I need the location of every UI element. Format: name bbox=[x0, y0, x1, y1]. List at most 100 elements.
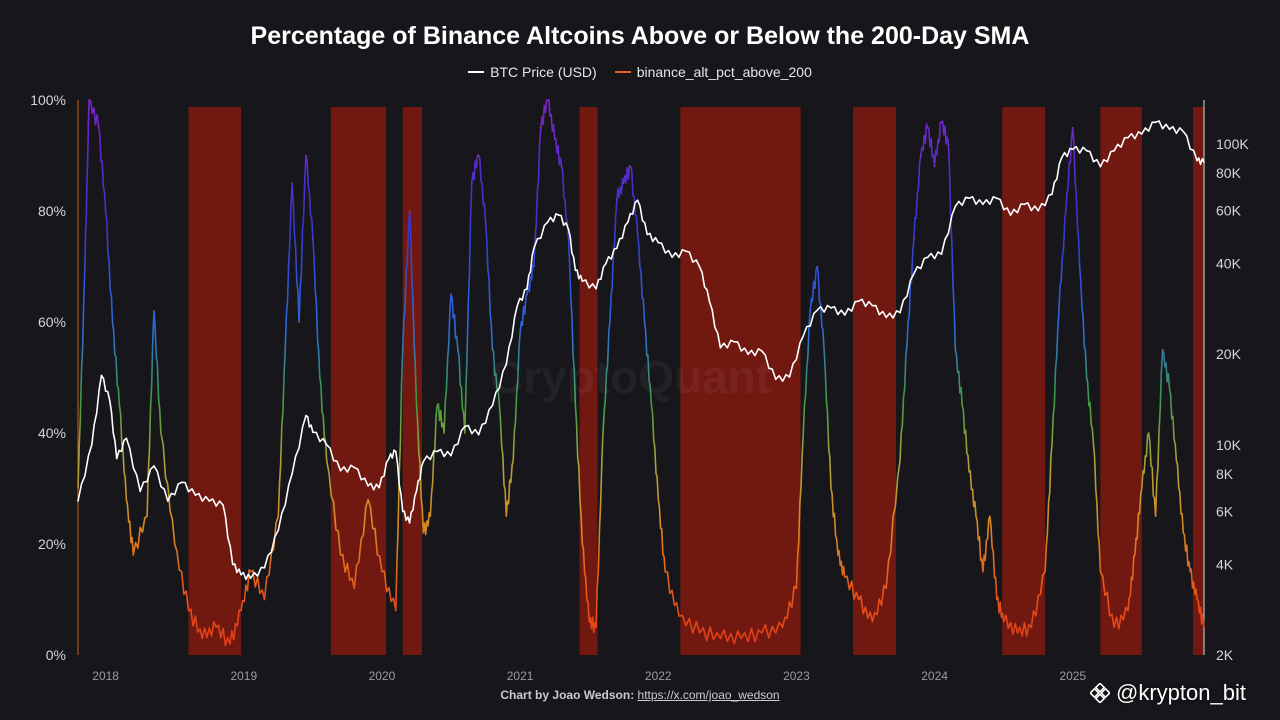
credit-link[interactable]: https://x.com/joao_wedson bbox=[637, 688, 780, 702]
btc-price-point bbox=[557, 214, 560, 216]
alt-pct-point bbox=[491, 349, 494, 351]
alt-pct-point bbox=[1092, 443, 1095, 445]
alt-pct-point bbox=[277, 515, 279, 517]
legend-swatch-btc bbox=[468, 71, 485, 73]
alt-pct-point bbox=[339, 554, 342, 556]
btc-price-point bbox=[1168, 128, 1171, 130]
alt-pct-point bbox=[1134, 554, 1136, 556]
alt-pct-point bbox=[982, 571, 984, 573]
x-tick-label: 2018 bbox=[92, 669, 119, 683]
alt-pct-point bbox=[298, 321, 300, 323]
btc-price-point bbox=[180, 481, 183, 484]
btc-price-point bbox=[491, 404, 494, 407]
alt-pct-point bbox=[554, 138, 556, 140]
shaded-region bbox=[1192, 107, 1204, 655]
btc-price-point bbox=[581, 280, 584, 282]
btc-price-point bbox=[671, 256, 673, 259]
alt-pct-point bbox=[1182, 532, 1184, 534]
alt-pct-point bbox=[402, 349, 404, 351]
alt-pct-point bbox=[574, 404, 576, 406]
btc-price-point bbox=[91, 443, 93, 446]
watermark-handle: @krypton_bit bbox=[1116, 680, 1246, 705]
alt-pct-point bbox=[602, 432, 604, 434]
btc-price-point bbox=[685, 250, 687, 253]
y-right-tick-label: 10K bbox=[1216, 437, 1242, 453]
alt-pct-point bbox=[1085, 376, 1088, 379]
alt-pct-point bbox=[519, 332, 521, 334]
btc-price-point bbox=[940, 253, 943, 256]
btc-price-point bbox=[657, 241, 660, 244]
btc-price-point bbox=[1009, 214, 1012, 216]
y-right-tick-label: 4K bbox=[1216, 556, 1234, 572]
btc-price-point bbox=[1060, 156, 1063, 159]
btc-price-point bbox=[698, 266, 701, 268]
tick-labels: 0% 20% 40% 60% 80% 100% 2K 4K 6K 8K 10K 20K 40K 60K 80… bbox=[30, 92, 1249, 683]
alt-pct-point bbox=[643, 321, 646, 323]
btc-price-point bbox=[263, 566, 266, 569]
alt-pct-point bbox=[367, 499, 369, 501]
y-right-tick-label: 100K bbox=[1216, 136, 1249, 152]
alt-pct-point bbox=[1196, 598, 1198, 601]
alt-pct-point bbox=[588, 621, 590, 623]
alt-pct-point bbox=[229, 643, 231, 645]
alt-pct-point bbox=[581, 543, 583, 545]
y-left-tick-label: 20% bbox=[38, 536, 66, 552]
btc-price-point bbox=[194, 494, 197, 496]
btc-price-point bbox=[1182, 130, 1185, 133]
x-tick-label: 2020 bbox=[369, 669, 396, 683]
btc-price-point bbox=[857, 300, 860, 303]
alt-pct-point bbox=[719, 637, 722, 639]
alt-pct-point bbox=[927, 127, 929, 129]
alt-pct-point bbox=[996, 598, 998, 601]
alt-pct-point bbox=[1148, 432, 1150, 434]
shaded-region bbox=[680, 107, 801, 655]
alt-pct-point bbox=[1155, 515, 1157, 517]
alt-pct-point bbox=[975, 515, 977, 517]
alt-pct-point bbox=[650, 404, 652, 406]
x-tick-label: 2024 bbox=[921, 669, 948, 683]
alt-pct-point bbox=[77, 487, 79, 490]
btc-price-point bbox=[415, 490, 418, 493]
btc-price-point bbox=[231, 563, 234, 566]
alt-pct-point bbox=[1072, 127, 1074, 129]
btc-price-point bbox=[1154, 121, 1157, 124]
alt-pct-point bbox=[906, 343, 908, 345]
alt-pct-point bbox=[1203, 626, 1205, 628]
btc-price-point bbox=[1085, 149, 1088, 152]
alt-pct-point bbox=[1058, 310, 1060, 312]
alt-pct-point bbox=[933, 166, 936, 168]
alt-pct-point bbox=[111, 321, 114, 323]
btc-price-point bbox=[636, 199, 639, 202]
alt-pct-point bbox=[920, 154, 922, 157]
alt-pct-point bbox=[533, 265, 535, 268]
alt-pct-point bbox=[1189, 571, 1191, 573]
alt-pct-point bbox=[484, 221, 487, 223]
legend-item-alt[interactable]: binance_alt_pct_above_200 bbox=[614, 64, 812, 80]
btc-price-point bbox=[747, 353, 749, 356]
alt-pct-point bbox=[443, 432, 445, 434]
btc-price-point bbox=[422, 460, 425, 463]
alt-pct-point bbox=[326, 460, 328, 462]
alt-pct-point bbox=[837, 554, 839, 556]
btc-price-point bbox=[208, 500, 211, 502]
btc-price-point bbox=[1141, 133, 1143, 135]
alt-pct-point bbox=[560, 166, 563, 168]
alt-pct-point bbox=[353, 587, 355, 590]
alt-pct-point bbox=[1113, 626, 1115, 628]
alt-pct-point bbox=[940, 121, 943, 123]
btc-price-point bbox=[913, 273, 915, 275]
shaded-region bbox=[402, 107, 423, 655]
alt-pct-point bbox=[305, 154, 307, 157]
legend-item-btc[interactable]: BTC Price (USD) bbox=[468, 64, 597, 80]
btc-price-point bbox=[546, 221, 549, 223]
btc-price-point bbox=[719, 347, 722, 349]
alt-pct-point bbox=[913, 238, 915, 240]
watermark: @krypton_bit bbox=[1090, 680, 1246, 706]
shaded-regions bbox=[188, 107, 1204, 655]
alt-pct-point bbox=[547, 99, 549, 101]
alt-pct-point bbox=[422, 532, 424, 534]
alt-pct-point bbox=[947, 143, 950, 145]
alt-pct-point bbox=[1141, 487, 1143, 490]
alt-pct-point bbox=[408, 210, 411, 212]
background-watermark: CryptoQuant bbox=[490, 351, 772, 403]
